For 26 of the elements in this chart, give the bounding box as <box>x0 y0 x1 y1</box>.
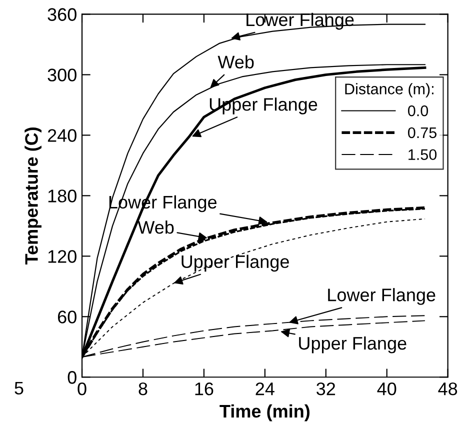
y-tick-label: 60 <box>58 310 76 324</box>
legend-label: 0.75 <box>408 127 436 138</box>
legend-label: 1.50 <box>408 149 437 160</box>
text: 5 <box>14 382 24 395</box>
annotation: Lower Flange <box>328 288 436 305</box>
y-tick-label: 300 <box>48 68 76 82</box>
x-tick-label: 0 <box>78 382 86 396</box>
x-tick-label: 8 <box>138 382 148 396</box>
legend-title: Distance (m): <box>345 83 434 98</box>
x-tick-label: 48 <box>438 382 458 396</box>
x-tick-label: 40 <box>377 382 396 396</box>
x-axis-title: Time (min) <box>220 404 310 422</box>
annotation: Upper Flange <box>182 254 289 272</box>
annotation: Upper Flange <box>299 336 406 354</box>
y-tick-label: 120 <box>48 250 76 263</box>
y-tick-label: 180 <box>48 190 76 202</box>
y-tick-label: 0 <box>68 371 76 384</box>
y-tick-label: 240 <box>48 129 76 142</box>
x-tick-label: 24 <box>256 382 274 396</box>
x-tick-label: 32 <box>316 382 336 396</box>
y-axis-title: Temperature (C) <box>24 128 42 265</box>
y-tick-label: 360 <box>48 8 76 21</box>
x-tick-label: 16 <box>195 382 214 396</box>
annotation: Web <box>138 220 174 234</box>
legend-label: 0.0 <box>408 105 428 116</box>
annotation: Web <box>218 55 254 68</box>
